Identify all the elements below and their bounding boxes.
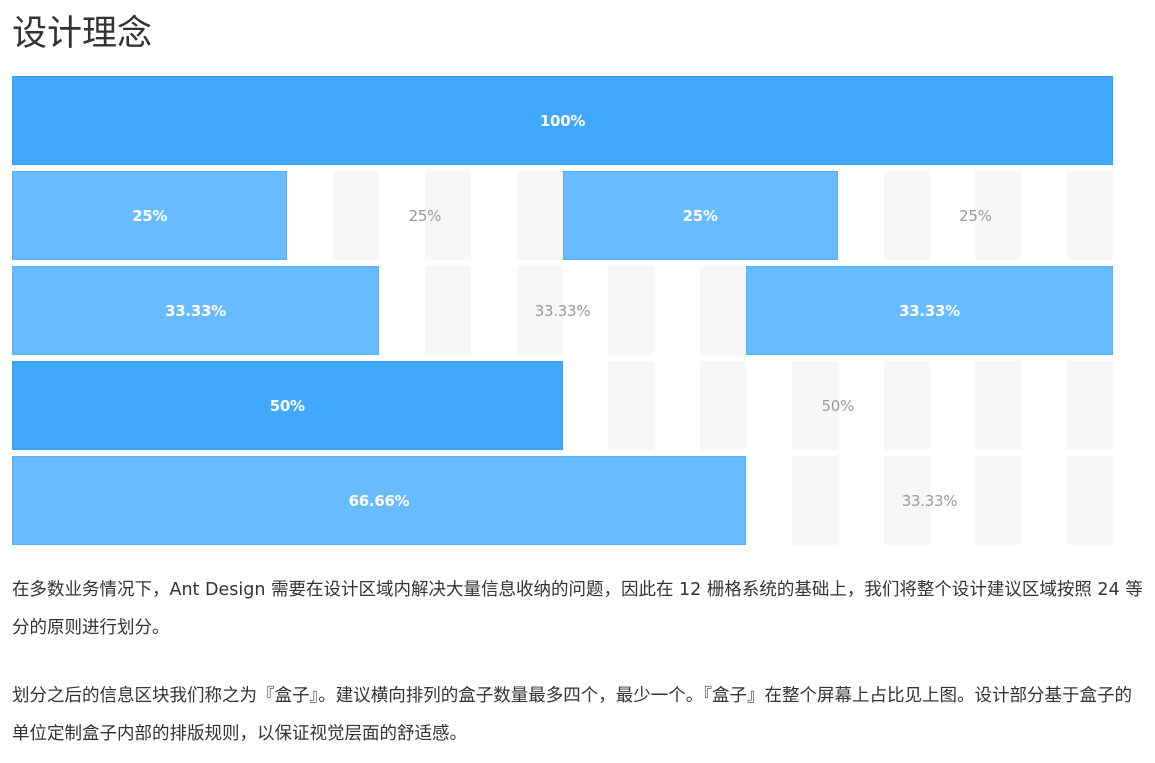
grid-column-guide <box>883 456 930 545</box>
grid-column-guide <box>424 171 471 260</box>
intro-paragraph: 在多数业务情况下，Ant Design 需要在设计区域内解决大量信息收纳的问题，… <box>12 580 1143 638</box>
grid-box: 100% <box>12 76 1113 165</box>
grid-row: 66.66% 33.33% <box>12 456 1113 545</box>
grid-column-guide <box>608 266 655 355</box>
grid-demo: 100% 25% 25% 25% 25% 33.33% 33.33% 33.33% 50% 50%… <box>12 76 1113 546</box>
grid-column-guide <box>608 361 655 450</box>
grid-column-guide <box>1067 456 1113 545</box>
grid-column-guide <box>975 361 1022 450</box>
grid-box: 66.66% <box>12 456 746 545</box>
grid-row: 50% 50% <box>12 361 1113 450</box>
grid-row: 33.33% 33.33% 33.33% <box>12 266 1113 355</box>
grid-column-guide <box>1067 171 1113 260</box>
grid-column-guide <box>883 171 930 260</box>
grid-box: 50% <box>12 361 563 450</box>
grid-column-guide <box>333 171 379 260</box>
grid-box: 33.33% <box>12 266 379 355</box>
grid-box-empty: 33.33% <box>901 491 958 510</box>
grid-column-guide <box>516 266 563 355</box>
grid-column-guide <box>700 361 746 450</box>
box-paragraph: 划分之后的信息区块我们称之为『盒子』。建议横向排列的盒子数量最多四个，最少一个。… <box>12 686 1132 744</box>
grid-column-guide <box>791 361 838 450</box>
grid-box: 33.33% <box>746 266 1113 355</box>
grid-box-empty: 25% <box>959 206 992 225</box>
grid-column-guide <box>975 456 1022 545</box>
grid-row: 25% 25% 25% 25% <box>12 171 1113 260</box>
grid-box-empty: 25% <box>408 206 442 225</box>
grid-column-guide <box>791 456 838 545</box>
grid-column-guide <box>883 361 930 450</box>
grid-column-guide <box>516 171 563 260</box>
grid-box: 25% <box>12 171 288 260</box>
grid-box: 25% <box>562 171 838 260</box>
grid-box-empty: 33.33% <box>534 301 591 320</box>
grid-column-guide <box>975 171 1022 260</box>
grid-column-guide <box>424 266 471 355</box>
grid-column-guide <box>700 266 746 355</box>
grid-box-empty: 50% <box>821 396 855 415</box>
grid-row: 100% <box>12 76 1113 165</box>
grid-column-guide <box>1067 361 1113 450</box>
page-title: 设计理念 <box>12 14 153 54</box>
